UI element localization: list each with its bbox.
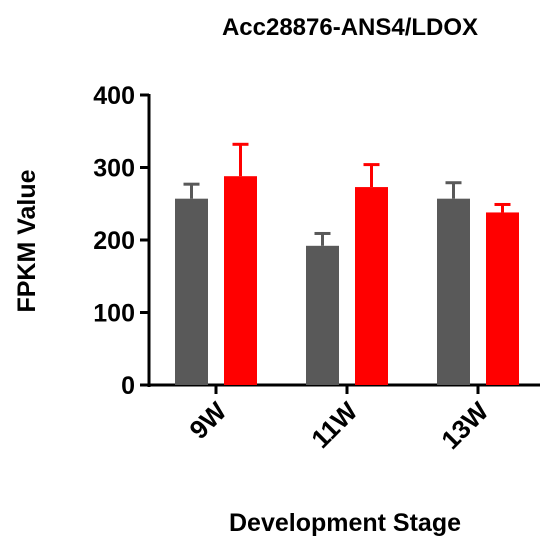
y-tick-label-300: 300 xyxy=(93,155,135,183)
x-axis-label: Development Stage xyxy=(229,509,461,537)
y-axis-label: FPKM Value xyxy=(13,169,41,312)
x-tick-label-11W: 11W xyxy=(305,396,363,454)
plot-area: 0 100 200 300 400 9W 11W 13W xyxy=(93,82,540,455)
y-tick-label-200: 200 xyxy=(93,227,135,255)
bar-11W-series2 xyxy=(355,187,388,385)
x-tick-label-9W: 9W xyxy=(183,396,232,445)
chart-title: Acc28876-ANS4/LDOX xyxy=(222,14,478,41)
bar-13W-series2 xyxy=(486,212,519,385)
bar-9W-series2 xyxy=(224,176,257,385)
y-tick-label-400: 400 xyxy=(93,82,135,110)
y-tick-label-0: 0 xyxy=(121,372,135,400)
x-tick-label-13W: 13W xyxy=(435,396,494,455)
y-tick-label-100: 100 xyxy=(93,300,135,328)
bar-11W-series1 xyxy=(306,245,339,385)
bar-13W-series1 xyxy=(437,198,470,385)
bar-9W-series1 xyxy=(175,198,208,385)
